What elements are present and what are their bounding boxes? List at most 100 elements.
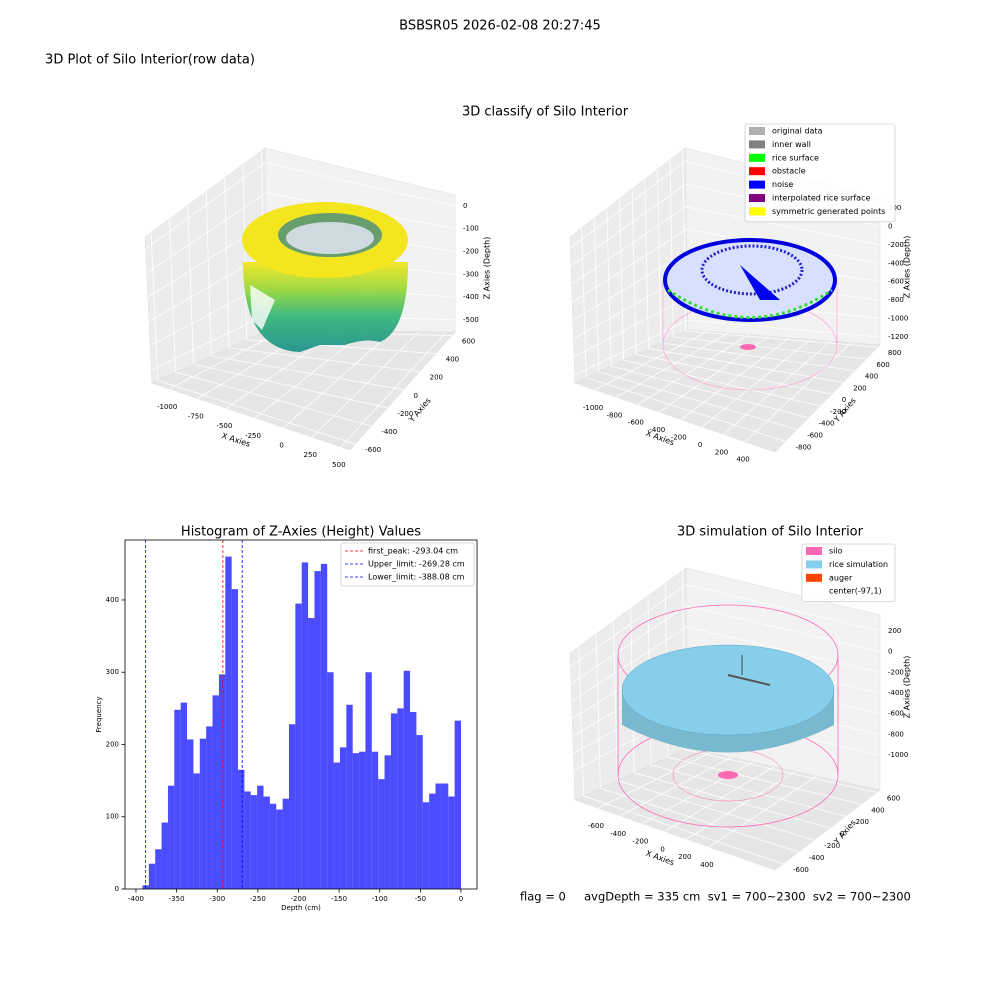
bar bbox=[174, 709, 181, 889]
grid-line bbox=[205, 191, 404, 391]
x-tick-label: 400 bbox=[736, 456, 749, 464]
y-tick-label: 400 bbox=[106, 596, 119, 604]
bar bbox=[187, 739, 194, 889]
y-tick-label: -600 bbox=[807, 432, 823, 440]
x-tick-label: -600 bbox=[588, 822, 604, 830]
x-tick-label: -250 bbox=[250, 895, 266, 903]
grid-line bbox=[680, 337, 790, 420]
bar bbox=[269, 803, 277, 889]
legend-label: silo bbox=[829, 547, 843, 556]
z-tick-label: -100 bbox=[463, 225, 479, 233]
plot-title: 3D Plot of Silo Interior(row data) bbox=[45, 53, 255, 68]
x-tick-label: -1000 bbox=[583, 404, 603, 412]
grid-line bbox=[619, 198, 821, 407]
x-tick-label: 0 bbox=[279, 442, 283, 450]
legend-label: Lower_limit: -388.08 cm bbox=[368, 573, 465, 582]
figure-title: BSBSR05 2026-02-08 20:27:45 bbox=[399, 19, 601, 34]
grid-line bbox=[168, 329, 285, 390]
legend-label: auger bbox=[829, 573, 853, 582]
grid-line bbox=[744, 342, 852, 442]
bar bbox=[231, 589, 239, 889]
y-tick-label: 200 bbox=[106, 740, 119, 748]
x-tick-label: -400 bbox=[649, 426, 665, 434]
y-tick-label: -200 bbox=[830, 408, 846, 416]
bar bbox=[390, 713, 398, 889]
grid-line bbox=[606, 208, 809, 419]
x-tick-label: 400 bbox=[700, 861, 713, 869]
bar bbox=[422, 802, 430, 889]
z-tick-label: -400 bbox=[463, 293, 479, 301]
axes-frame bbox=[124, 539, 478, 890]
grid-line bbox=[657, 169, 855, 372]
legend-swatch bbox=[749, 140, 765, 149]
x-tick-label: 200 bbox=[715, 448, 728, 456]
point-cloud bbox=[242, 202, 408, 352]
z-tick-label: -400 bbox=[888, 689, 904, 697]
z-tick-label: -1000 bbox=[888, 315, 908, 323]
x-tick-label: -200 bbox=[671, 433, 687, 441]
bar bbox=[429, 793, 436, 889]
y-tick-label: -600 bbox=[365, 446, 381, 454]
bar bbox=[365, 672, 372, 889]
bar bbox=[333, 762, 340, 889]
y-tick-label: -200 bbox=[824, 842, 840, 850]
grid-line bbox=[595, 633, 799, 853]
grid-line bbox=[283, 331, 393, 428]
grid-line bbox=[708, 775, 817, 848]
pane bbox=[574, 747, 881, 871]
y-tick-label: 200 bbox=[856, 818, 869, 826]
bar bbox=[282, 798, 289, 889]
x-tick-label: -200 bbox=[632, 838, 648, 846]
y-tick-label: 400 bbox=[871, 806, 884, 814]
x-tick-label: 0 bbox=[660, 845, 664, 853]
bar bbox=[384, 755, 391, 889]
x-tick-label: -400 bbox=[610, 830, 626, 838]
x-tick-label: -1000 bbox=[157, 403, 177, 411]
y-tick-label: 800 bbox=[888, 349, 901, 357]
legend-label: symmetric generated points bbox=[772, 207, 885, 216]
grid-line bbox=[254, 330, 366, 419]
x-tick-label: 250 bbox=[304, 451, 317, 459]
legend-label: obstacle bbox=[772, 167, 806, 176]
x-tick-label: -350 bbox=[169, 895, 185, 903]
x-tick-label: -800 bbox=[607, 411, 623, 419]
grid-line bbox=[682, 149, 878, 348]
legend-swatch bbox=[806, 573, 822, 582]
legend-swatch bbox=[806, 560, 822, 569]
y-tick-label: 0 bbox=[115, 885, 119, 893]
z-tick-label: 200 bbox=[888, 627, 901, 635]
bar bbox=[206, 726, 213, 889]
y-axis-label: Frequency bbox=[95, 696, 103, 732]
grid-line bbox=[340, 331, 447, 448]
x-tick-label: 500 bbox=[332, 461, 345, 469]
y-tick-label: 300 bbox=[106, 668, 119, 676]
bar bbox=[435, 783, 442, 889]
bar bbox=[263, 796, 270, 889]
grid-line bbox=[664, 583, 862, 805]
bar bbox=[320, 563, 328, 889]
grid-line bbox=[311, 331, 420, 438]
grid-line bbox=[145, 162, 456, 249]
x-tick-label: 0 bbox=[698, 441, 702, 449]
grid-line bbox=[644, 179, 844, 383]
x-tick-label: -750 bbox=[188, 412, 204, 420]
bar bbox=[148, 863, 156, 889]
bar bbox=[378, 779, 385, 889]
grid-line bbox=[594, 331, 708, 391]
legend-box bbox=[744, 123, 896, 223]
bar bbox=[288, 724, 296, 889]
x-tick-label: -500 bbox=[216, 422, 232, 430]
bar bbox=[167, 785, 175, 889]
grid-line bbox=[669, 159, 867, 360]
legend-label: Upper_limit: -269.28 cm bbox=[368, 560, 465, 569]
grid-line bbox=[570, 605, 881, 685]
z-tick-label: -800 bbox=[888, 296, 904, 304]
z-tick-label: -300 bbox=[463, 270, 479, 278]
bar bbox=[314, 571, 321, 889]
z-tick-label: -200 bbox=[888, 668, 904, 676]
y-tick-label: -400 bbox=[381, 428, 397, 436]
y-tick-label: 400 bbox=[446, 356, 459, 364]
y-tick-label: 200 bbox=[853, 384, 866, 392]
grid-line bbox=[242, 164, 436, 355]
